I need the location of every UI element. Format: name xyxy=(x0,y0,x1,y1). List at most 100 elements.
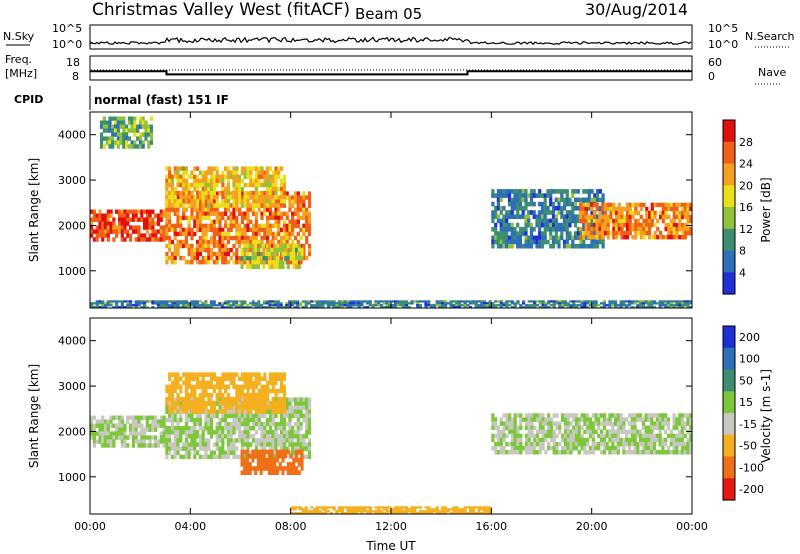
backscatter-cell xyxy=(280,372,284,377)
backscatter-cell xyxy=(555,421,559,426)
backscatter-cell xyxy=(218,219,222,224)
backscatter-cell xyxy=(184,421,188,427)
backscatter-cell xyxy=(455,306,459,309)
backscatter-cell xyxy=(240,256,244,261)
backscatter-cell xyxy=(508,413,512,418)
backscatter-cell xyxy=(627,302,632,305)
backscatter-cell xyxy=(251,304,255,307)
backscatter-cell xyxy=(563,417,567,422)
backscatter-cell xyxy=(120,415,124,420)
backscatter-cell xyxy=(602,300,606,303)
backscatter-cell xyxy=(179,413,183,419)
backscatter-cell xyxy=(307,417,312,423)
backscatter-cell xyxy=(499,235,503,241)
backscatter-cell xyxy=(267,466,271,471)
backscatter-cell xyxy=(449,306,453,309)
backscatter-cell xyxy=(248,453,252,459)
backscatter-cell xyxy=(123,225,127,230)
backscatter-cell xyxy=(371,306,375,309)
backscatter-cell xyxy=(633,445,637,451)
backscatter-cell xyxy=(678,222,682,228)
backscatter-cell xyxy=(609,206,613,212)
backscatter-cell xyxy=(270,264,274,269)
backscatter-cell xyxy=(252,392,256,398)
backscatter-cell xyxy=(535,437,540,443)
backscatter-cell xyxy=(544,304,548,307)
backscatter-cell xyxy=(123,439,127,444)
backscatter-cell xyxy=(628,226,632,232)
backscatter-cell xyxy=(469,508,473,511)
backscatter-cell xyxy=(521,189,525,194)
backscatter-cell xyxy=(496,437,501,443)
backscatter-cell xyxy=(204,227,208,233)
backscatter-cell xyxy=(141,120,145,125)
backscatter-cell xyxy=(296,426,300,431)
backscatter-cell xyxy=(95,304,99,307)
backscatter-cell xyxy=(630,306,634,309)
backscatter-cell xyxy=(591,425,595,430)
backscatter-cell xyxy=(611,445,615,451)
backscatter-cell xyxy=(588,421,593,426)
backscatter-cell xyxy=(675,441,679,447)
backscatter-cell xyxy=(268,438,272,443)
backscatter-cell xyxy=(549,304,554,307)
backscatter-cell xyxy=(224,409,228,414)
backscatter-cell xyxy=(176,409,180,414)
backscatter-cell xyxy=(576,235,580,241)
backscatter-cell xyxy=(170,239,174,245)
backscatter-cell xyxy=(533,450,537,455)
backscatter-cell xyxy=(103,233,108,238)
backscatter-cell xyxy=(254,466,258,471)
backscatter-cell xyxy=(117,221,122,226)
backscatter-cell xyxy=(101,306,105,309)
backscatter-cell xyxy=(549,227,553,232)
backscatter-cell xyxy=(224,223,228,229)
backscatter-cell xyxy=(622,304,626,307)
backscatter-cell xyxy=(650,304,654,307)
backscatter-cell xyxy=(281,243,285,249)
backscatter-cell xyxy=(338,508,342,511)
backscatter-cell xyxy=(444,302,448,305)
backscatter-cell xyxy=(533,302,537,305)
backscatter-cell xyxy=(302,413,306,419)
backscatter-cell xyxy=(277,372,281,377)
backscatter-cell xyxy=(305,417,309,423)
backscatter-cell xyxy=(173,174,177,180)
backscatter-cell xyxy=(232,195,236,200)
backscatter-cell xyxy=(92,217,96,222)
backscatter-cell xyxy=(226,178,230,184)
backscatter-cell xyxy=(240,392,244,398)
backscatter-cell xyxy=(675,235,679,240)
backscatter-cell xyxy=(619,306,623,309)
backscatter-cell xyxy=(441,306,445,309)
backscatter-cell xyxy=(235,421,239,427)
backscatter-cell xyxy=(305,215,309,220)
backscatter-cell xyxy=(639,222,643,228)
backscatter-cell xyxy=(170,260,174,265)
backscatter-cell xyxy=(680,302,685,305)
backscatter-cell xyxy=(196,384,200,390)
backscatter-cell xyxy=(584,222,588,228)
backscatter-cell xyxy=(221,186,225,192)
backscatter-cell xyxy=(262,243,266,249)
backscatter-cell xyxy=(237,306,241,309)
backscatter-cell xyxy=(165,438,169,443)
backscatter-cell xyxy=(521,227,525,232)
backscatter-cell xyxy=(137,304,141,307)
backscatter-cell xyxy=(335,304,339,307)
backscatter-cell xyxy=(535,239,539,245)
backscatter-cell xyxy=(229,376,233,381)
backscatter-cell xyxy=(215,182,219,188)
backscatter-cell xyxy=(310,304,314,307)
backscatter-cell xyxy=(193,304,197,307)
backscatter-cell xyxy=(491,445,495,451)
backscatter-cell xyxy=(221,454,225,460)
backscatter-cell xyxy=(273,300,278,303)
backscatter-cell xyxy=(510,189,514,194)
backscatter-cell xyxy=(273,466,277,471)
backscatter-cell xyxy=(210,434,214,439)
backscatter-cell xyxy=(485,508,489,511)
backscatter-cell xyxy=(644,437,648,443)
backscatter-cell xyxy=(210,174,214,180)
backscatter-cell xyxy=(625,437,629,443)
